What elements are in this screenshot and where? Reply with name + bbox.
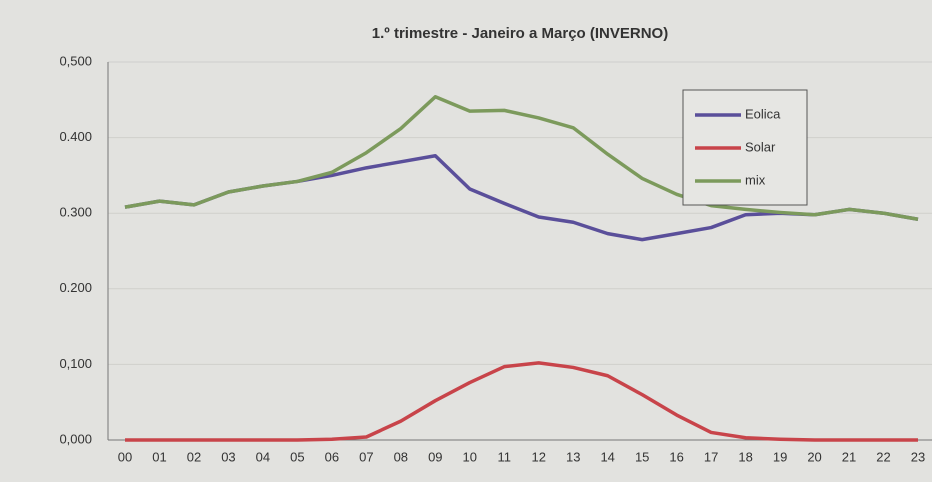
x-tick-label: 07: [359, 449, 373, 464]
y-tick-label: 0.400: [59, 129, 92, 144]
x-tick-label: 17: [704, 449, 718, 464]
x-tick-label: 13: [566, 449, 580, 464]
y-tick-label: 0,000: [59, 431, 92, 446]
y-tick-label: 0,500: [59, 53, 92, 68]
x-tick-label: 01: [152, 449, 166, 464]
x-tick-label: 02: [187, 449, 201, 464]
x-tick-label: 08: [394, 449, 408, 464]
x-tick-label: 20: [807, 449, 821, 464]
chart-title: 1.º trimestre - Janeiro a Março (INVERNO…: [372, 25, 668, 42]
x-tick-label: 03: [221, 449, 235, 464]
y-tick-label: 0.300: [59, 205, 92, 220]
series-line: [125, 361, 918, 442]
x-tick-label: 00: [118, 449, 132, 464]
legend-label: Eolica: [745, 106, 781, 121]
x-tick-label: 10: [463, 449, 477, 464]
x-tick-label: 16: [669, 449, 683, 464]
x-tick-label: 22: [876, 449, 890, 464]
x-tick-label: 12: [532, 449, 546, 464]
x-tick-label: 05: [290, 449, 304, 464]
legend-label: Solar: [745, 139, 776, 154]
series-line: [124, 95, 919, 221]
y-tick-label: 0.200: [59, 280, 92, 295]
x-tick-label: 18: [738, 449, 752, 464]
x-tick-label: 15: [635, 449, 649, 464]
x-tick-label: 23: [911, 449, 925, 464]
x-tick-label: 06: [325, 449, 339, 464]
x-tick-label: 21: [842, 449, 856, 464]
x-tick-label: 19: [773, 449, 787, 464]
x-tick-label: 04: [256, 449, 270, 464]
x-tick-label: 09: [428, 449, 442, 464]
legend-label: mix: [745, 172, 766, 187]
x-tick-label: 14: [600, 449, 614, 464]
x-tick-label: 11: [498, 449, 512, 464]
y-tick-label: 0,100: [59, 356, 92, 371]
